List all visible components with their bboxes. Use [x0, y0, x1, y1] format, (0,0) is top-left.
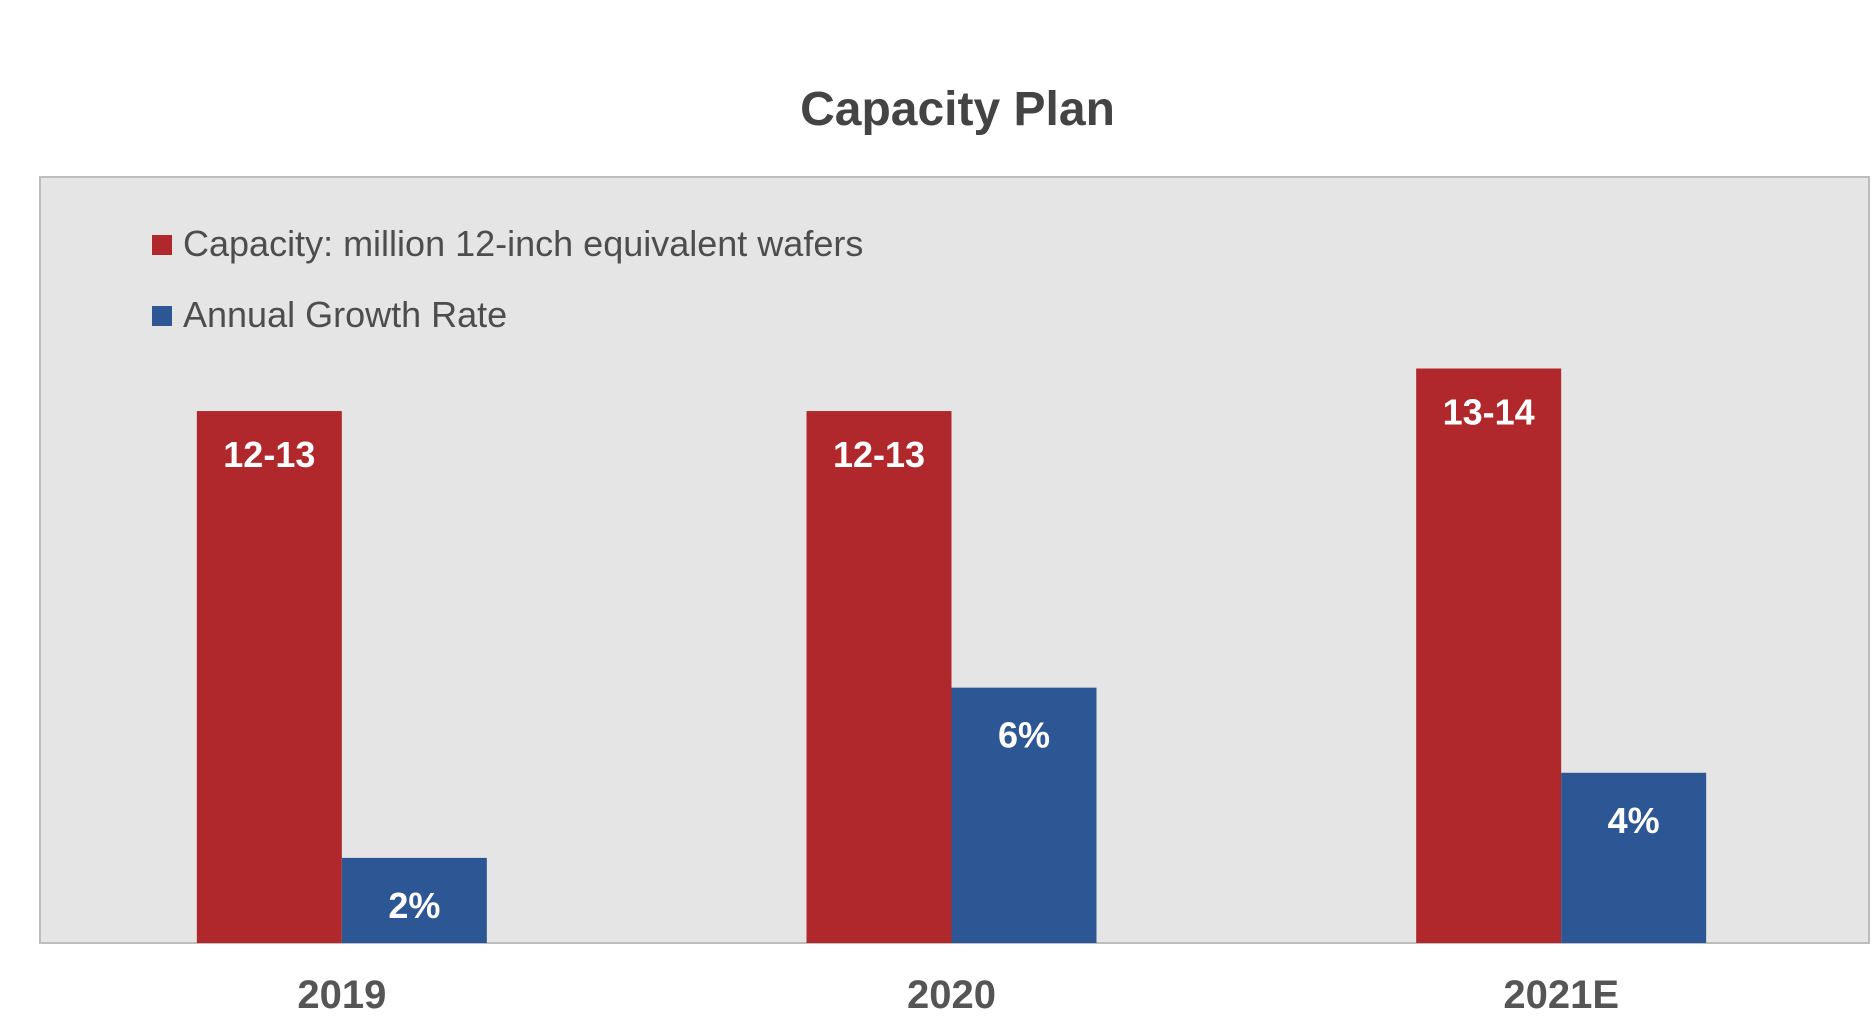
bar-2019-0: [196, 411, 342, 943]
bar-2021E-0: [1416, 368, 1562, 943]
data-label: 2%: [388, 885, 440, 926]
legend-swatch: [152, 235, 172, 255]
bar-2021E-1: [1561, 772, 1707, 943]
data-label: 13-14: [1443, 392, 1535, 433]
x-tick-label: 2021E: [1503, 973, 1619, 1017]
bar-2020-1: [951, 687, 1097, 943]
chart-title: Capacity Plan: [800, 83, 1115, 136]
data-label: 12-13: [833, 434, 925, 475]
data-label: 6%: [998, 715, 1050, 756]
legend-label: Annual Growth Rate: [183, 294, 507, 335]
legend-label: Capacity: million 12-inch equivalent waf…: [183, 223, 863, 264]
x-tick-label: 2019: [297, 973, 386, 1017]
legend-swatch: [152, 306, 172, 326]
data-label: 4%: [1608, 800, 1660, 841]
bar-2019-1: [341, 857, 487, 943]
data-label: 12-13: [223, 434, 315, 475]
x-tick-label: 2020: [907, 973, 996, 1017]
bar-2020-0: [806, 411, 952, 943]
